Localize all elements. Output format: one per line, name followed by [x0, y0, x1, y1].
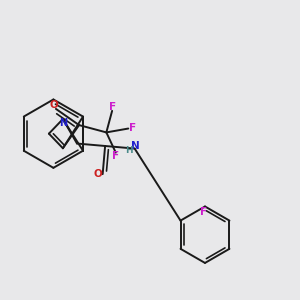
Text: H: H	[125, 146, 133, 154]
Text: O: O	[50, 100, 58, 110]
Text: N: N	[131, 141, 140, 151]
Text: F: F	[130, 123, 136, 133]
Text: F: F	[112, 152, 120, 161]
Text: F: F	[200, 207, 207, 217]
Text: F: F	[109, 102, 116, 112]
Text: O: O	[94, 169, 102, 179]
Text: N: N	[59, 118, 67, 128]
